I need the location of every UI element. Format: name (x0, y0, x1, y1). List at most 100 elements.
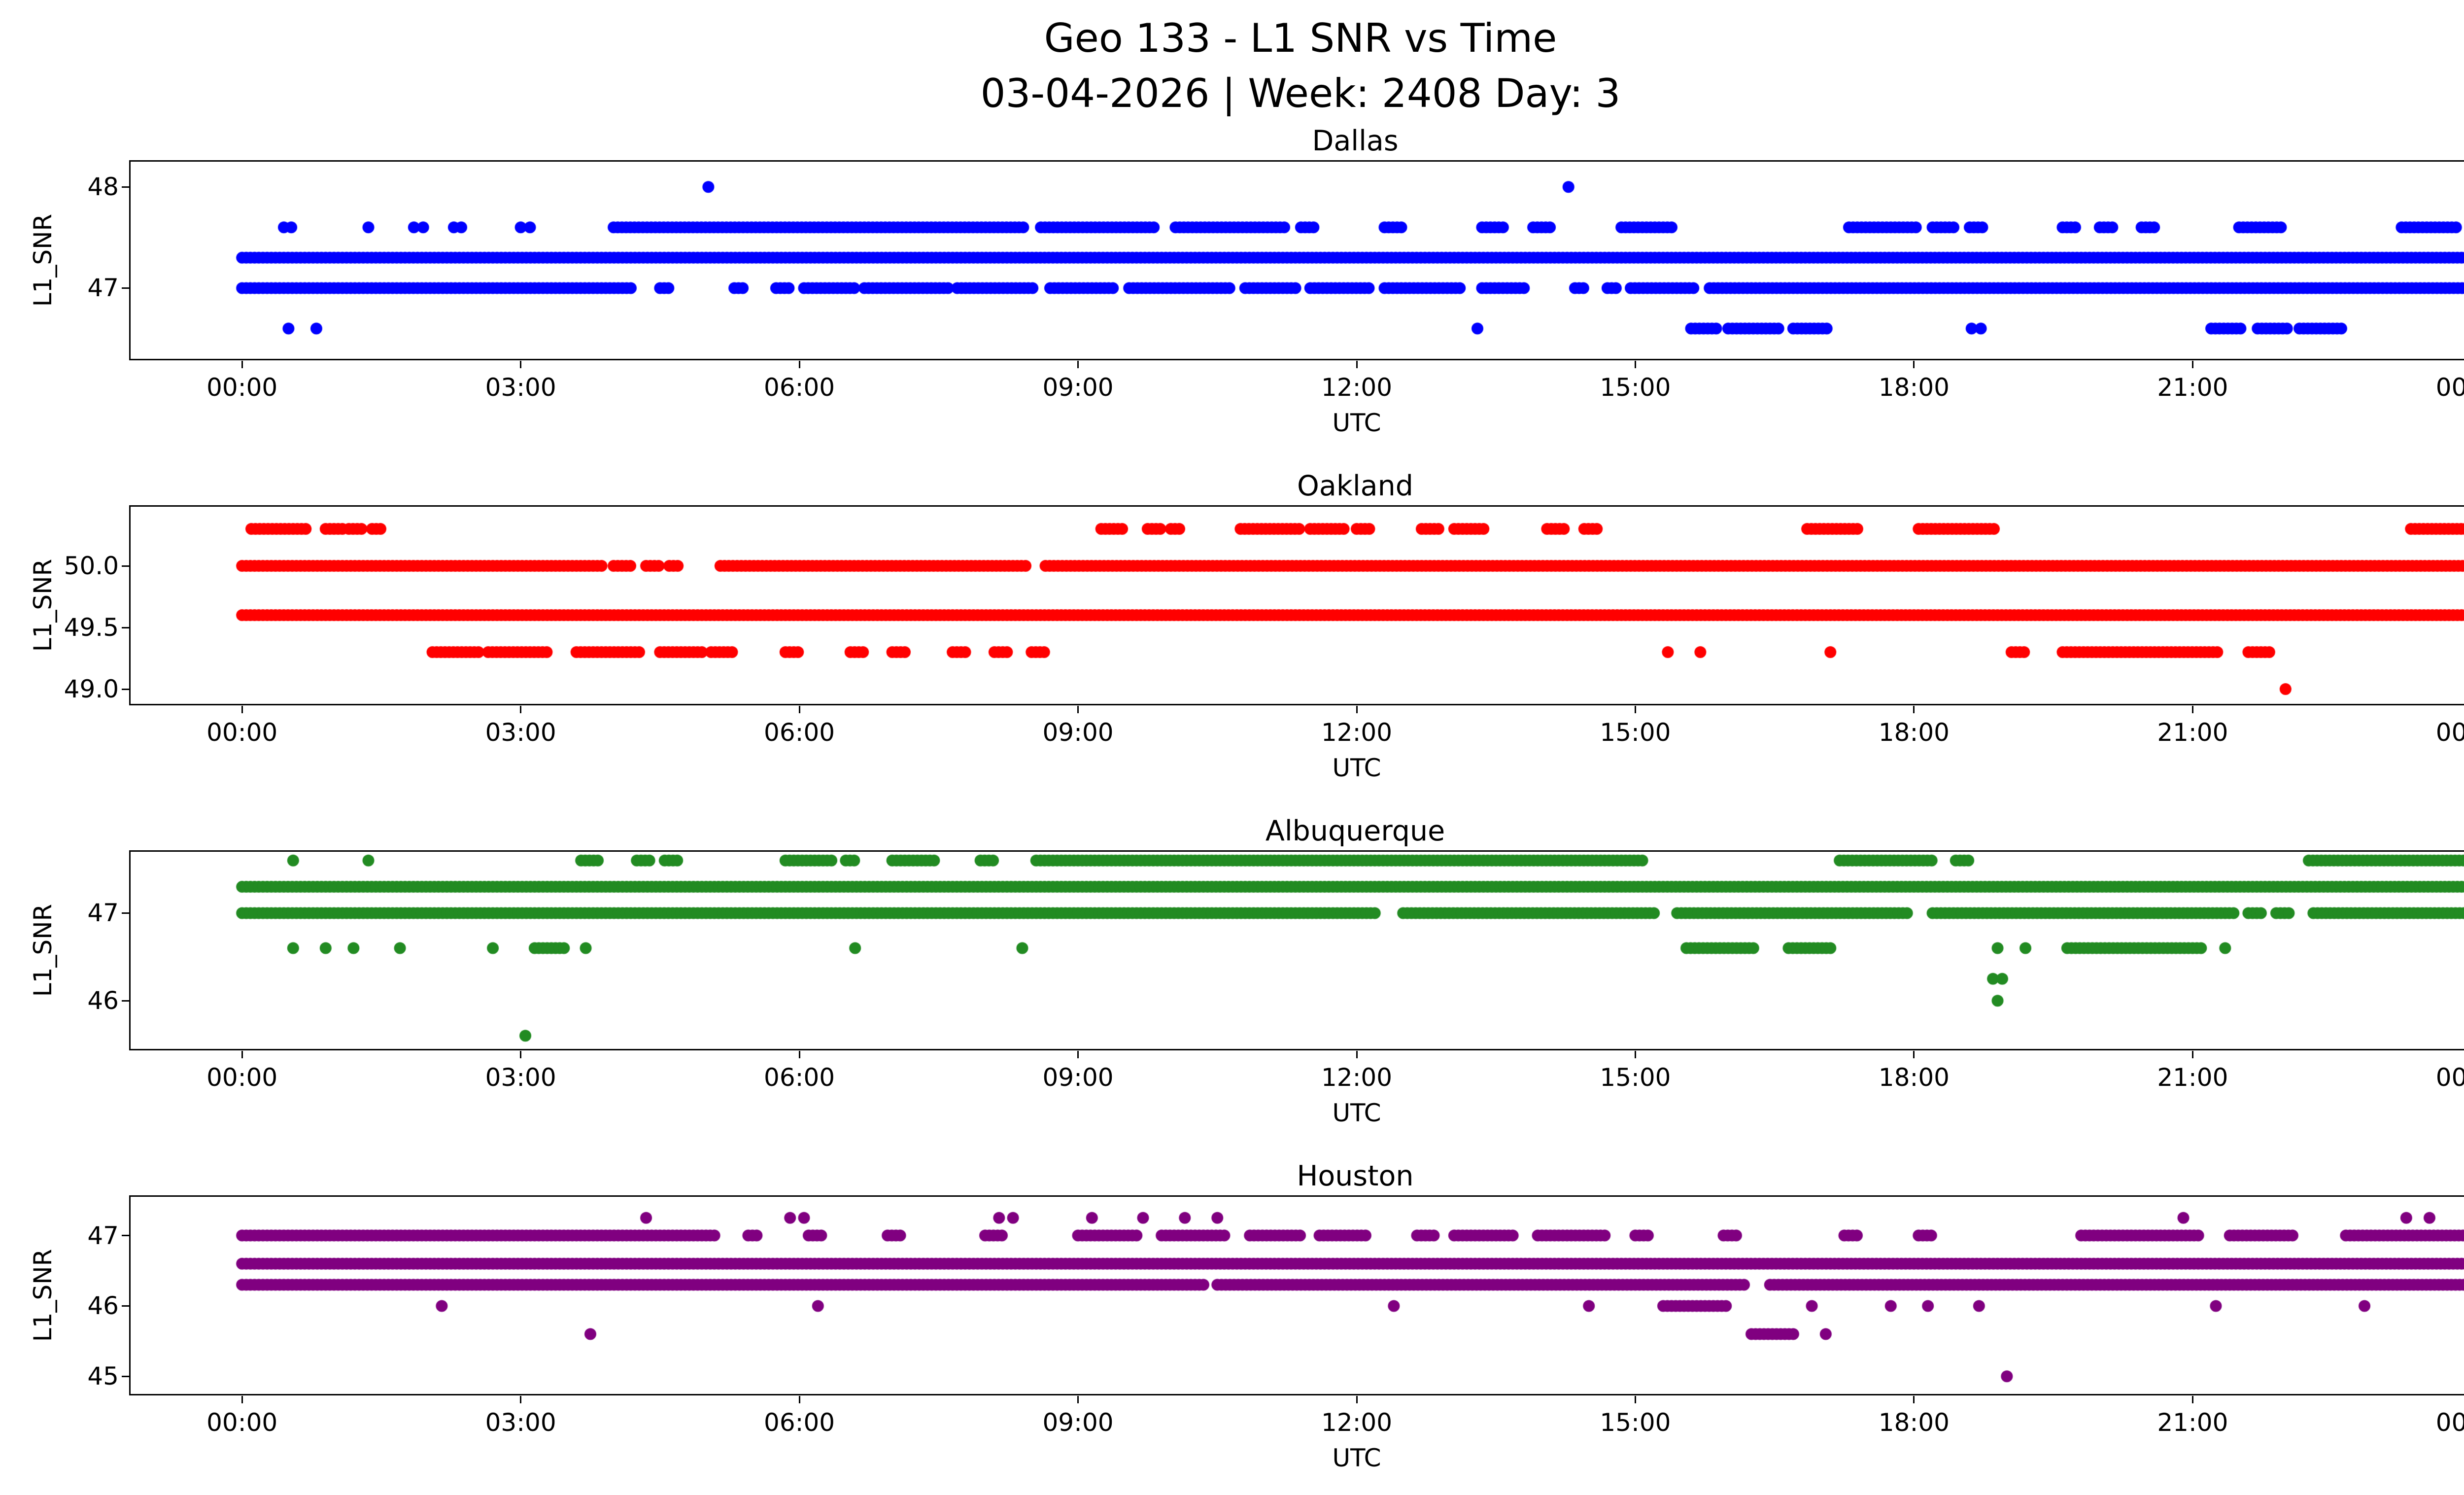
x-tick-label: 00:00 (2435, 1063, 2464, 1092)
figure-title-line1: Geo 133 - L1 SNR vs Time (1044, 15, 1557, 61)
x-tick-label: 18:00 (1878, 1408, 1950, 1437)
y-tick-label: 47 (87, 899, 119, 928)
x-axis-label-oakland: UTC (1332, 754, 1381, 782)
x-tick-label: 00:00 (2435, 1408, 2464, 1437)
x-tick-mark (520, 706, 522, 713)
subplot-houston: Houston L1_SNR UTC 00:00 03:00 06:00 09:00 1… (0, 1156, 2464, 1495)
x-tick-label: 15:00 (1600, 718, 1671, 747)
x-tick-mark (2191, 706, 2193, 713)
x-tick-mark (1634, 1396, 1636, 1403)
x-tick-mark (1913, 361, 1915, 368)
y-tick-mark (122, 626, 129, 628)
x-tick-label: 15:00 (1600, 373, 1671, 402)
x-tick-mark (798, 361, 800, 368)
x-tick-label: 15:00 (1600, 1063, 1671, 1092)
x-tick-mark (798, 1051, 800, 1058)
y-tick-label: 46 (87, 986, 119, 1015)
y-tick-mark (122, 287, 129, 289)
x-tick-label: 03:00 (485, 1408, 556, 1437)
x-tick-mark (1077, 1396, 1079, 1403)
scatter-canvas-oakland (131, 507, 2464, 704)
x-tick-mark (241, 1396, 243, 1403)
y-tick-mark (122, 186, 129, 188)
x-tick-label: 06:00 (764, 1063, 835, 1092)
x-tick-label: 21:00 (2157, 1408, 2228, 1437)
x-tick-label: 12:00 (1321, 1063, 1393, 1092)
plot-area-albuquerque: L1_SNR UTC 00:00 03:00 06:00 09:00 12:00 15:0… (29, 850, 2464, 1127)
x-tick-label: 09:00 (1042, 373, 1114, 402)
y-tick-label: 49.0 (64, 675, 119, 703)
x-tick-mark (241, 706, 243, 713)
x-tick-mark (1077, 361, 1079, 368)
x-tick-label: 18:00 (1878, 718, 1950, 747)
y-tick-label: 47 (87, 274, 119, 303)
y-tick-label: 46 (87, 1291, 119, 1321)
y-tick-label: 47 (87, 1221, 119, 1250)
x-tick-mark (1356, 706, 1358, 713)
y-tick-mark (122, 1305, 129, 1307)
x-tick-label: 09:00 (1042, 1063, 1114, 1092)
x-tick-mark (1077, 1051, 1079, 1058)
x-tick-label: 15:00 (1600, 1408, 1671, 1437)
x-tick-label: 21:00 (2157, 718, 2228, 747)
y-tick-mark (122, 565, 129, 567)
x-tick-mark (1356, 1396, 1358, 1403)
x-tick-mark (798, 706, 800, 713)
x-tick-mark (1913, 1051, 1915, 1058)
x-tick-mark (520, 1051, 522, 1058)
x-axis-label-albuquerque: UTC (1332, 1099, 1381, 1127)
x-tick-mark (1356, 361, 1358, 368)
y-tick-label: 50.0 (64, 552, 119, 580)
y-axis-label-oakland: L1_SNR (29, 558, 57, 652)
subplot-dallas: Dallas L1_SNR UTC 00:00 03:00 06:00 09:00 12… (0, 121, 2464, 466)
y-axis-label-albuquerque: L1_SNR (29, 904, 57, 997)
y-tick-label: 45 (87, 1362, 119, 1391)
x-tick-label: 06:00 (764, 373, 835, 402)
scatter-canvas-houston (131, 1197, 2464, 1394)
x-tick-label: 03:00 (485, 718, 556, 747)
plot-area-dallas: L1_SNR UTC 00:00 03:00 06:00 09:00 12:00 15:0… (29, 160, 2464, 437)
x-tick-mark (1634, 706, 1636, 713)
x-tick-label: 09:00 (1042, 1408, 1114, 1437)
x-tick-label: 03:00 (485, 373, 556, 402)
y-tick-mark (122, 1000, 129, 1002)
figure-title: Geo 133 - L1 SNR vs Time 03-04-2026 | We… (0, 11, 2464, 121)
x-tick-label: 06:00 (764, 718, 835, 747)
x-tick-label: 18:00 (1878, 373, 1950, 402)
figure-title-line2: 03-04-2026 | Week: 2408 Day: 3 (980, 70, 1621, 116)
x-tick-mark (520, 361, 522, 368)
y-tick-mark (122, 688, 129, 690)
x-tick-mark (520, 1396, 522, 1403)
subplot-title-dallas: Dallas (1312, 125, 1399, 157)
x-tick-label: 03:00 (485, 1063, 556, 1092)
y-tick-mark (122, 1235, 129, 1237)
x-axis-label-houston: UTC (1332, 1444, 1381, 1472)
y-tick-label: 49.5 (64, 613, 119, 642)
x-tick-label: 00:00 (206, 1408, 278, 1437)
x-tick-mark (1634, 361, 1636, 368)
x-tick-label: 21:00 (2157, 373, 2228, 402)
x-tick-label: 12:00 (1321, 1408, 1393, 1437)
x-tick-mark (2191, 361, 2193, 368)
subplot-oakland: Oakland L1_SNR UTC 00:00 03:00 06:00 09:00 1… (0, 466, 2464, 811)
subplot-albuquerque: Albuquerque L1_SNR UTC 00:00 03:00 06:00 09… (0, 811, 2464, 1156)
x-tick-label: 00:00 (206, 1063, 278, 1092)
y-tick-mark (122, 912, 129, 914)
x-tick-label: 21:00 (2157, 1063, 2228, 1092)
x-tick-label: 18:00 (1878, 1063, 1950, 1092)
x-tick-label: 12:00 (1321, 373, 1393, 402)
y-tick-label: 48 (87, 173, 119, 202)
x-tick-mark (2191, 1051, 2193, 1058)
x-tick-mark (1356, 1051, 1358, 1058)
x-tick-label: 00:00 (206, 718, 278, 747)
x-tick-label: 12:00 (1321, 718, 1393, 747)
scatter-canvas-dallas (131, 162, 2464, 359)
subplot-title-albuquerque: Albuquerque (1265, 815, 1445, 847)
x-tick-mark (1913, 706, 1915, 713)
x-tick-mark (1913, 1396, 1915, 1403)
x-tick-label: 00:00 (2435, 373, 2464, 402)
x-tick-label: 06:00 (764, 1408, 835, 1437)
subplot-title-oakland: Oakland (1297, 470, 1413, 502)
scatter-canvas-albuquerque (131, 852, 2464, 1049)
